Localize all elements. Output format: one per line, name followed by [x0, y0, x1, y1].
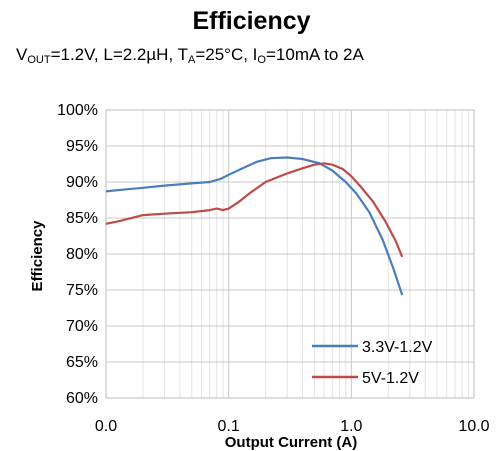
x-tick-label: 0.1 — [218, 418, 240, 435]
x-tick-label: 10.0 — [458, 418, 489, 435]
y-tick-label: 60% — [66, 390, 98, 407]
y-tick-labels: 60% 65% 70% 75% 80% 85% 90% 95% 100% — [57, 102, 98, 407]
series-line-1 — [106, 158, 402, 296]
series-line-2 — [106, 163, 402, 257]
x-tick-label: 1.0 — [340, 418, 362, 435]
y-axis-title: Efficiency — [29, 220, 46, 292]
y-tick-label: 95% — [66, 138, 98, 155]
x-tick-labels: 0.0 0.1 1.0 10.0 — [95, 418, 490, 435]
y-tick-label: 90% — [66, 174, 98, 191]
legend-label: 3.3V-1.2V — [362, 339, 433, 356]
series-lines — [106, 158, 402, 296]
y-tick-label: 70% — [66, 318, 98, 335]
y-tick-label: 85% — [66, 210, 98, 227]
legend-label: 5V-1.2V — [362, 370, 419, 387]
y-tick-label: 80% — [66, 246, 98, 263]
y-tick-label: 65% — [66, 354, 98, 371]
legend: 3.3V-1.2V 5V-1.2V — [312, 339, 433, 387]
x-axis-title: Output Current (A) — [225, 434, 357, 451]
x-tick-label: 0.0 — [95, 418, 117, 435]
y-tick-label: 75% — [66, 282, 98, 299]
y-tick-label: 100% — [57, 102, 98, 119]
